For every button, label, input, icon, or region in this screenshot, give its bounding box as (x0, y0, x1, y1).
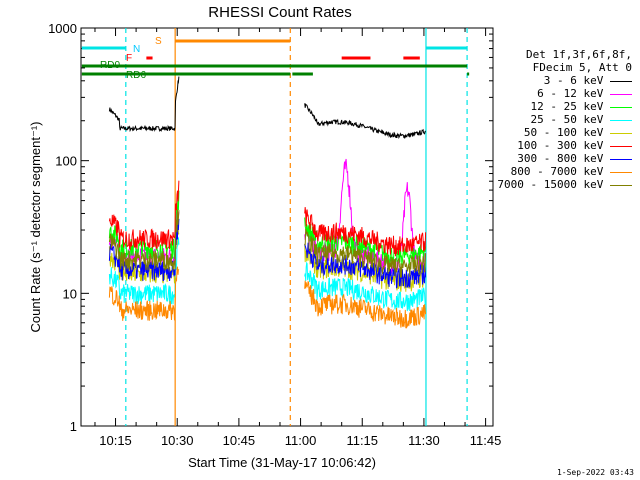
series-line (304, 280, 427, 329)
legend-swatch (610, 119, 632, 121)
plot-frame (80, 27, 494, 427)
legend-header-line: Det 1f,3f,6f,8f, (526, 48, 632, 61)
legend-label: 6 - 12 keV (537, 87, 610, 100)
legend-item: 50 - 100 keV (482, 126, 632, 139)
x-axis-label: Start Time (31-May-17 10:06:42) (188, 455, 376, 470)
series-line (304, 103, 426, 140)
y-tick-label: 1 (70, 419, 77, 434)
legend-label: 50 - 100 keV (523, 126, 610, 139)
legend-item: 3 - 6 keV (482, 74, 632, 87)
y-axis: 1 10 100 1000 (48, 21, 493, 434)
flag-bars: RD0 RD6 NF S (81, 36, 470, 81)
footer-timestamp: 1-Sep-2022 03:43 (556, 468, 634, 477)
series-group (108, 76, 427, 329)
legend-swatch (610, 171, 632, 173)
x-tick-label: 10:45 (223, 433, 256, 448)
legend-label: 300 - 800 keV (517, 152, 610, 165)
legend-swatch (610, 158, 632, 160)
legend-swatch (610, 132, 632, 134)
legend-label: 3 - 6 keV (543, 74, 610, 87)
legend-header-line: FDecim 5, Att 0 (532, 61, 632, 74)
legend-swatch (610, 80, 632, 82)
y-axis-label: Count Rate (s⁻¹ detector segment⁻¹) (28, 122, 43, 333)
legend-item: 100 - 300 keV (482, 139, 632, 152)
legend-swatch (610, 184, 632, 186)
series-line (108, 76, 180, 133)
series-line (108, 209, 180, 271)
legend-label: 100 - 300 keV (517, 139, 610, 152)
chart-title: RHESSI Count Rates (208, 4, 351, 21)
legend-swatch (610, 145, 632, 147)
x-tick-label: 11:00 (285, 433, 317, 448)
legend-item: 7000 - 15000 keV (482, 178, 632, 191)
series-line (108, 217, 180, 282)
y-tick-label: 100 (55, 154, 77, 169)
legend-item: 6 - 12 keV (482, 87, 632, 100)
legend-label: 800 - 7000 keV (510, 165, 610, 178)
legend-item: 25 - 50 keV (482, 113, 632, 126)
legend-swatch (610, 106, 632, 108)
legend-item: 12 - 25 keV (482, 100, 632, 113)
y-tick-label: 10 (63, 286, 77, 301)
legend: Det 1f,3f,6f,8f, FDecim 5, Att 0 3 - 6 k… (482, 48, 632, 191)
legend-label: 7000 - 15000 keV (497, 178, 610, 191)
legend-item: 300 - 800 keV (482, 152, 632, 165)
x-tick-label: 11:45 (470, 433, 502, 448)
series-line (108, 266, 180, 321)
legend-label: 25 - 50 keV (530, 113, 610, 126)
series-line (304, 207, 427, 257)
x-tick-label: 11:15 (346, 433, 378, 448)
series-line (304, 228, 427, 278)
legend-swatch (610, 93, 632, 95)
series-line (304, 242, 427, 289)
series-line (304, 261, 427, 312)
flag-label: F (126, 53, 132, 64)
x-tick-label: 11:30 (408, 433, 440, 448)
x-axis: 10:15 10:30 10:45 11:00 11:15 11:30 11:45 (94, 28, 502, 448)
x-tick-label: 10:15 (99, 433, 132, 448)
legend-label: 12 - 25 keV (530, 100, 610, 113)
legend-item: 800 - 7000 keV (482, 165, 632, 178)
y-tick-label: 1000 (48, 21, 77, 36)
flag-label: RD0 (100, 60, 120, 71)
x-tick-label: 10:30 (161, 433, 194, 448)
series-line (108, 237, 180, 305)
flag-label: S (155, 36, 162, 47)
series-line (108, 180, 180, 251)
flag-label: RD6 (126, 70, 146, 81)
flag-label: N (133, 44, 140, 55)
